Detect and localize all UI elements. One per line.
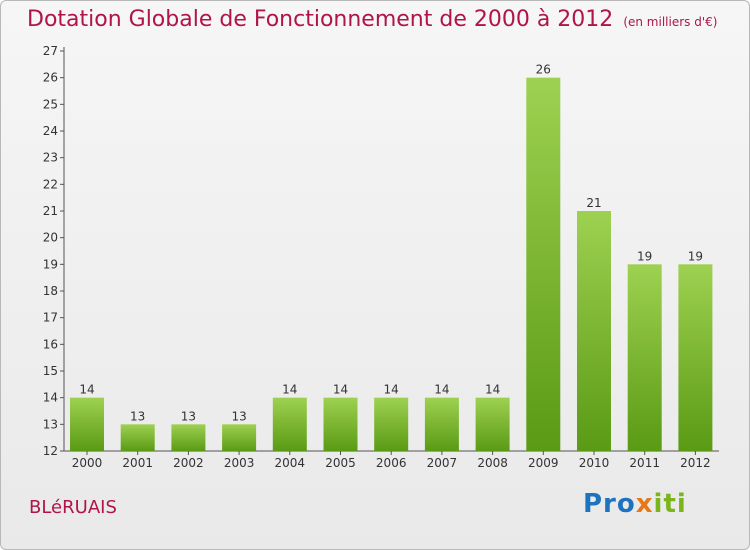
x-tick-label: 2002 xyxy=(173,456,204,470)
bar-value-label: 13 xyxy=(130,409,145,423)
bar-value-label: 13 xyxy=(181,409,196,423)
bar xyxy=(374,397,409,451)
y-tick-label: 12 xyxy=(43,444,58,458)
y-tick-label: 24 xyxy=(43,124,58,138)
y-tick-label: 25 xyxy=(43,97,58,111)
bar xyxy=(678,264,713,451)
x-tick-label: 2009 xyxy=(528,456,559,470)
proxiti-logo: Proxiti xyxy=(583,489,687,519)
bar-value-label: 14 xyxy=(282,383,297,397)
logo-part-2: x xyxy=(635,489,654,519)
bar xyxy=(323,397,358,451)
y-tick-label: 23 xyxy=(43,151,58,165)
bar xyxy=(272,397,307,451)
bar xyxy=(627,264,662,451)
y-tick-label: 13 xyxy=(43,417,58,431)
bar-value-label: 19 xyxy=(637,249,652,263)
x-tick-label: 2005 xyxy=(325,456,356,470)
bar xyxy=(70,397,104,451)
bar xyxy=(120,424,155,451)
bar xyxy=(424,397,459,451)
bar-value-label: 26 xyxy=(536,63,551,77)
chart-title: Dotation Globale de Fonctionnement de 20… xyxy=(27,7,717,32)
logo-part-1: Pro xyxy=(583,489,636,519)
x-tick-label: 2008 xyxy=(477,456,508,470)
x-tick-label: 2003 xyxy=(224,456,255,470)
bar xyxy=(526,77,561,452)
y-tick-label: 27 xyxy=(43,44,58,58)
chart-unit: (en milliers d'€) xyxy=(623,15,718,29)
y-tick-label: 14 xyxy=(43,391,58,405)
x-tick-label: 2012 xyxy=(680,456,711,470)
bar-value-label: 21 xyxy=(586,196,601,210)
bar-value-label: 14 xyxy=(434,383,449,397)
bar xyxy=(577,211,611,451)
bars: 14 13 13 13 14 14 14 14 14 26 21 19 19 xyxy=(70,63,713,452)
y-tick-label: 18 xyxy=(43,284,58,298)
x-tick-label: 2010 xyxy=(579,456,610,470)
bar-value-label: 14 xyxy=(384,383,399,397)
y-tick-label: 20 xyxy=(43,231,58,245)
y-tick-label: 21 xyxy=(43,204,58,218)
bar-value-label: 19 xyxy=(688,249,703,263)
y-tick-label: 15 xyxy=(43,364,58,378)
x-tick-label: 2000 xyxy=(72,456,103,470)
y-tick-label: 19 xyxy=(43,257,58,271)
y-tick-label: 16 xyxy=(43,337,58,351)
y-tick-label: 22 xyxy=(43,177,58,191)
x-tick-label: 2004 xyxy=(275,456,306,470)
bar xyxy=(222,424,257,451)
bar-value-label: 14 xyxy=(485,383,500,397)
y-tick-label: 26 xyxy=(43,71,58,85)
chart-title-text: Dotation Globale de Fonctionnement de 20… xyxy=(27,7,614,32)
commune-name: BLéRUAIS xyxy=(29,497,117,518)
x-tick-label: 2011 xyxy=(629,456,660,470)
y-tick-label: 17 xyxy=(43,311,58,325)
x-tick-label: 2001 xyxy=(122,456,153,470)
bar-value-label: 14 xyxy=(333,383,348,397)
x-tick-label: 2006 xyxy=(376,456,407,470)
axes: 12 13 14 15 16 17 18 19 20 21 22 23 24 25 26 27 2000 2001… xyxy=(43,44,719,470)
bar-value-label: 13 xyxy=(231,409,246,423)
bar xyxy=(475,397,510,451)
bar xyxy=(171,424,206,451)
bar-value-label: 14 xyxy=(79,383,94,397)
x-tick-label: 2007 xyxy=(427,456,458,470)
logo-part-3: iti xyxy=(653,489,687,519)
